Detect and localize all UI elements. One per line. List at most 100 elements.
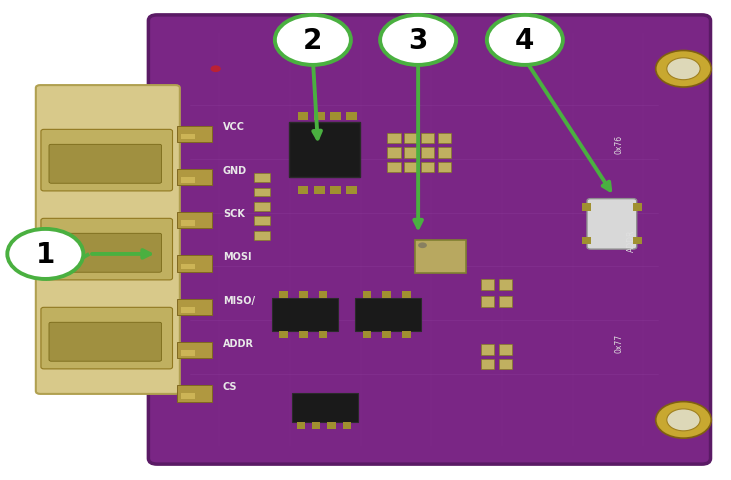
FancyBboxPatch shape (49, 234, 162, 273)
Bar (382, 292, 391, 299)
Bar (298, 186, 308, 195)
Bar (319, 292, 327, 299)
FancyBboxPatch shape (41, 130, 173, 192)
Bar (254, 217, 270, 226)
Bar (181, 264, 194, 270)
Bar (387, 162, 401, 173)
Circle shape (211, 66, 221, 73)
Bar (279, 331, 288, 338)
Bar (415, 241, 466, 274)
Bar (181, 221, 194, 227)
Bar (438, 133, 451, 144)
Text: MOSI: MOSI (223, 252, 251, 262)
Bar (330, 112, 341, 121)
Bar (319, 331, 327, 338)
Circle shape (656, 402, 711, 438)
Text: GND: GND (223, 166, 247, 175)
Bar (181, 394, 194, 399)
Bar (481, 345, 494, 355)
Bar (421, 148, 434, 158)
Bar (404, 162, 417, 173)
Text: 0x76: 0x76 (614, 134, 623, 154)
Text: 0x77: 0x77 (614, 334, 623, 353)
Bar (177, 256, 212, 272)
Bar (254, 174, 270, 182)
Bar (363, 292, 371, 299)
Circle shape (667, 409, 700, 431)
Text: CS: CS (223, 382, 238, 391)
Bar (279, 292, 288, 299)
Bar (633, 238, 642, 245)
FancyBboxPatch shape (587, 199, 637, 250)
FancyBboxPatch shape (148, 16, 711, 464)
Bar (289, 122, 360, 178)
Bar (499, 359, 512, 370)
Bar (181, 134, 194, 140)
Bar (346, 112, 357, 121)
Bar (314, 112, 325, 121)
Bar (314, 186, 325, 195)
Bar (387, 133, 401, 144)
Bar (177, 385, 212, 402)
Bar (330, 186, 341, 195)
Bar (438, 148, 451, 158)
Bar (499, 345, 512, 355)
FancyBboxPatch shape (49, 145, 162, 184)
Bar (297, 422, 305, 429)
Bar (481, 280, 494, 290)
Bar (181, 350, 194, 356)
Bar (272, 299, 338, 331)
Bar (177, 213, 212, 229)
Bar (254, 231, 270, 240)
Bar (177, 169, 212, 186)
Text: 4: 4 (515, 27, 534, 55)
Bar (254, 203, 270, 211)
Bar (327, 422, 336, 429)
Bar (292, 394, 358, 422)
Text: MISO/: MISO/ (223, 295, 255, 305)
Bar (402, 331, 411, 338)
Text: VCC: VCC (223, 122, 245, 132)
Bar (355, 299, 421, 331)
Bar (298, 112, 308, 121)
FancyBboxPatch shape (41, 308, 173, 369)
Circle shape (275, 16, 351, 66)
Bar (499, 297, 512, 307)
Bar (177, 126, 212, 143)
Text: ADDR: ADDR (627, 229, 636, 251)
Bar (421, 133, 434, 144)
Bar (404, 133, 417, 144)
FancyBboxPatch shape (49, 323, 162, 361)
Bar (438, 162, 451, 173)
Text: SCK: SCK (223, 209, 245, 218)
Bar (177, 299, 212, 315)
Bar (254, 188, 270, 197)
Text: 3: 3 (409, 27, 428, 55)
Bar (181, 178, 194, 183)
Text: ADDR: ADDR (223, 338, 254, 348)
Bar (382, 331, 391, 338)
FancyBboxPatch shape (36, 86, 180, 394)
Bar (387, 148, 401, 158)
Bar (421, 162, 434, 173)
Text: 2: 2 (303, 27, 322, 55)
Bar (404, 148, 417, 158)
Bar (481, 359, 494, 370)
Circle shape (7, 229, 83, 279)
Bar (177, 342, 212, 359)
Bar (312, 422, 320, 429)
Circle shape (667, 59, 700, 81)
Bar (346, 186, 357, 195)
FancyBboxPatch shape (41, 219, 173, 280)
Bar (582, 204, 591, 211)
Bar (363, 331, 371, 338)
Circle shape (656, 51, 711, 88)
Bar (343, 422, 351, 429)
Circle shape (418, 243, 427, 249)
Bar (499, 280, 512, 290)
Bar (181, 307, 194, 313)
Bar (481, 297, 494, 307)
Bar (633, 204, 642, 211)
Bar (299, 331, 308, 338)
Bar (299, 292, 308, 299)
